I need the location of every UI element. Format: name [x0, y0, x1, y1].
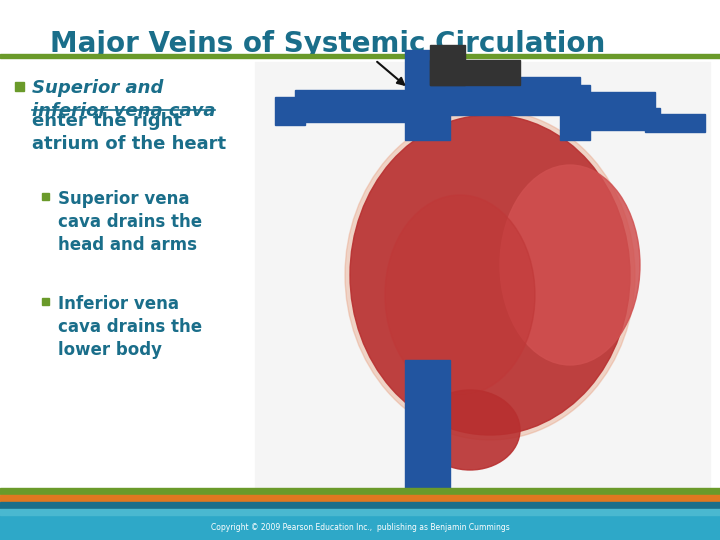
Text: Inferior vena
cava drains the
lower body: Inferior vena cava drains the lower body — [58, 295, 202, 359]
Ellipse shape — [345, 110, 635, 440]
Bar — [0, 502, 720, 508]
Bar — [430, 45, 465, 85]
Bar — [0, 509, 720, 515]
Text: Superior and
inferior vena cava: Superior and inferior vena cava — [32, 79, 215, 120]
Text: Major Veins of Systemic Circulation: Major Veins of Systemic Circulation — [50, 30, 606, 58]
Bar — [0, 495, 720, 501]
Ellipse shape — [420, 390, 520, 470]
Bar — [405, 50, 450, 140]
Bar — [295, 90, 405, 122]
Ellipse shape — [500, 165, 640, 365]
Ellipse shape — [350, 115, 630, 435]
Text: enter the right
atrium of the heart: enter the right atrium of the heart — [32, 112, 226, 153]
Bar — [645, 114, 705, 132]
Bar — [560, 85, 590, 140]
Bar — [565, 92, 655, 120]
Text: Superior vena
cava drains the
head and arms: Superior vena cava drains the head and a… — [58, 190, 202, 254]
Bar — [255, 62, 710, 490]
Bar — [275, 97, 305, 125]
Bar — [450, 77, 580, 115]
Text: Copyright © 2009 Pearson Education Inc.,  publishing as Benjamin Cummings: Copyright © 2009 Pearson Education Inc.,… — [211, 523, 509, 532]
Bar — [590, 108, 660, 130]
Bar — [0, 515, 720, 540]
FancyArrowPatch shape — [377, 62, 404, 85]
Bar — [0, 54, 720, 58]
Bar — [430, 60, 520, 85]
Bar — [0, 488, 720, 494]
Bar — [405, 360, 450, 490]
Bar — [42, 193, 49, 200]
Bar — [15, 82, 24, 91]
Ellipse shape — [385, 195, 535, 395]
Bar — [42, 298, 49, 305]
